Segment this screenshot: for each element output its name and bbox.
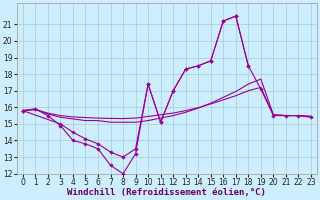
X-axis label: Windchill (Refroidissement éolien,°C): Windchill (Refroidissement éolien,°C) <box>68 188 266 197</box>
